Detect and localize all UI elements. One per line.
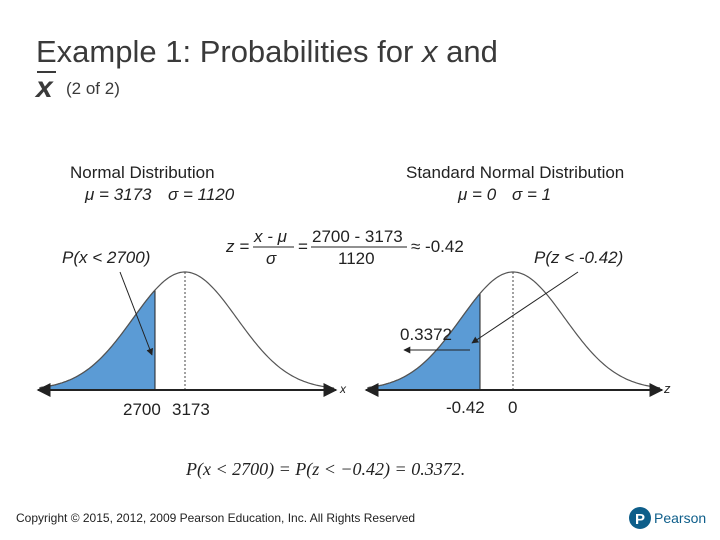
curves [36, 271, 664, 397]
right-heading: Standard Normal Distribution [406, 163, 624, 182]
formula-den2: 1120 [338, 249, 375, 268]
left-mean: μ = 3173 [84, 185, 152, 204]
arrow [119, 271, 153, 356]
formula-num1: x - μ [253, 227, 288, 246]
left-tick: 3173 [172, 400, 210, 419]
logo-mark [629, 507, 651, 529]
normal-curve [39, 271, 335, 389]
left-sd: σ = 1120 [168, 185, 235, 204]
normal-curve [367, 271, 661, 389]
left-axis-var: x [339, 382, 347, 396]
formula-lhs: z = [225, 237, 249, 256]
right-mean: μ = 0 [457, 185, 497, 204]
formula-result: ≈ -0.42 [411, 237, 464, 256]
logo: Pearson [654, 510, 706, 526]
right-prob-label: P(z < -0.42) [534, 248, 623, 267]
left-heading: Normal Distribution [70, 163, 215, 182]
title-var: x [420, 34, 439, 69]
formula-num2: 2700 - 3173 [312, 227, 403, 246]
right-tick: 0 [508, 398, 517, 417]
right-sd: σ = 1 [512, 185, 551, 204]
arrow [471, 271, 579, 344]
formula-den1: σ [266, 249, 277, 268]
shaded-area [39, 288, 156, 391]
logo-p: P [635, 511, 645, 528]
equation: P(x < 2700) = P(z < −0.42) = 0.3372. [185, 459, 465, 480]
left-prob-label: P(x < 2700) [62, 248, 150, 267]
title-prefix: Example 1: Probabilities for [36, 34, 413, 69]
formula-eq: = [298, 237, 308, 256]
area-label: 0.3372 [400, 325, 452, 344]
right-tick: -0.42 [446, 398, 485, 417]
title-suffix: and [446, 34, 498, 69]
left-tick: 2700 [123, 400, 161, 419]
title: Example 1: Probabilities for x and [36, 34, 498, 69]
copyright: Copyright © 2015, 2012, 2009 Pearson Edu… [16, 511, 415, 525]
right-axis-var: z [663, 381, 671, 396]
title-bar-var: x [34, 71, 54, 104]
subtitle: (2 of 2) [66, 79, 120, 98]
